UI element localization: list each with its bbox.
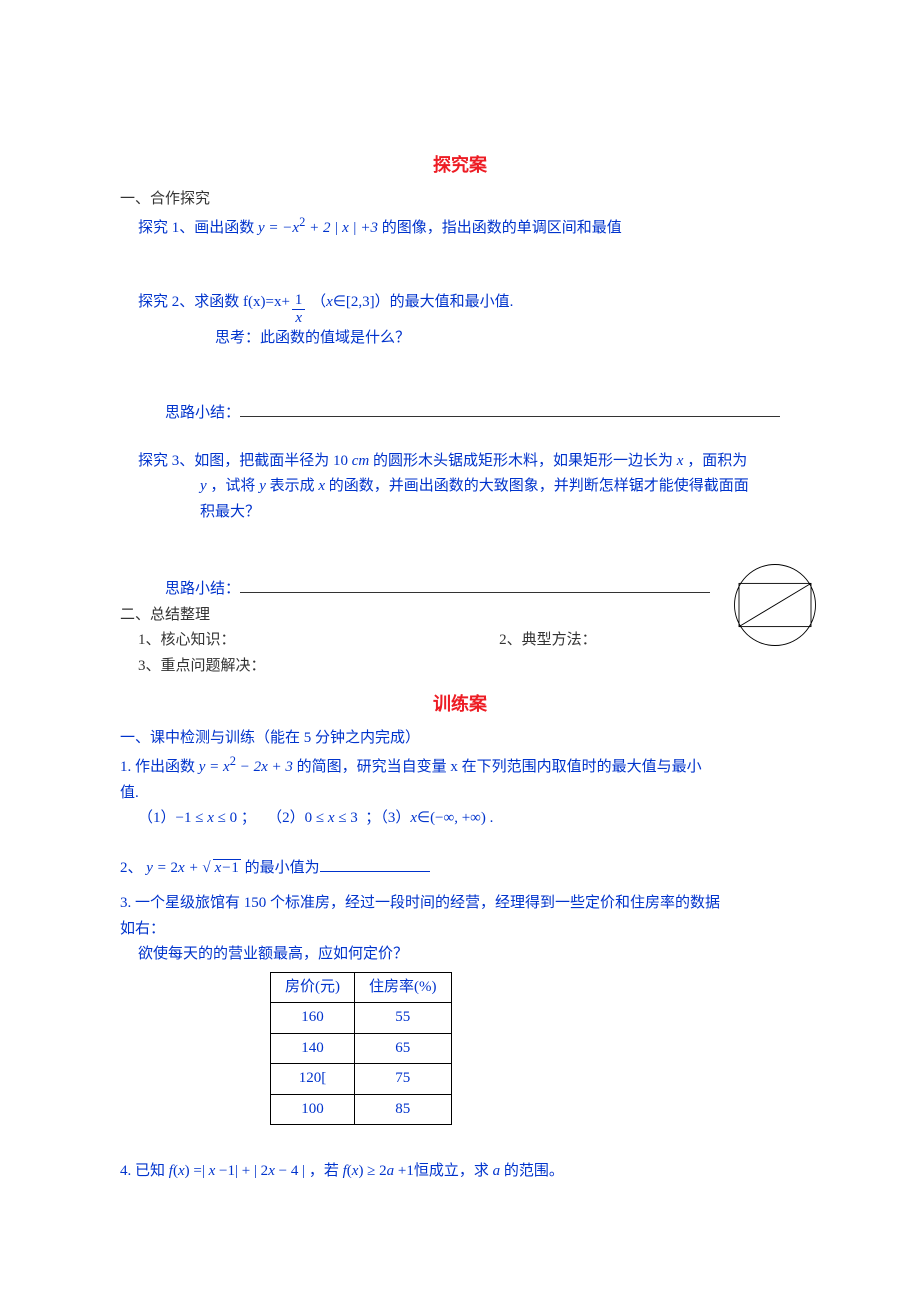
section-a-title: 探究案 bbox=[120, 150, 800, 181]
frac-den: x bbox=[292, 310, 306, 326]
q1-b: 0 ≤ x ≤ 3 bbox=[305, 810, 358, 826]
cell: 75 bbox=[355, 1064, 452, 1095]
q2: 2、 y = 2x + √x−1 的最小值为 bbox=[120, 856, 800, 882]
p3-line1: 探究 3、如图，把截面半径为 10 cm 的圆形木头锯成矩形木料，如果矩形一边长… bbox=[138, 449, 800, 475]
p1-prefix: 探究 1、画出函数 bbox=[138, 220, 258, 236]
q1-parts: （1）−1 ≤ x ≤ 0 ； （2）0 ≤ x ≤ 3 ；（3）x∈(−∞, … bbox=[120, 806, 800, 832]
q4: 4. 已知 f(x) =| x −1| + | 2x − 4 | ，若 f(x)… bbox=[120, 1159, 800, 1185]
p2-domain-in: ∈[2,3] bbox=[333, 294, 375, 310]
q1-a: −1 ≤ x ≤ 0 bbox=[176, 810, 238, 826]
cell: 100 bbox=[271, 1094, 355, 1125]
cell: 140 bbox=[271, 1033, 355, 1064]
p2-domain: x bbox=[326, 294, 333, 310]
table-row: 160 55 bbox=[271, 1003, 452, 1034]
q1-c-label: （3） bbox=[380, 810, 410, 826]
p2-domain-suffix: ）的最大值和最小值. bbox=[375, 294, 514, 310]
cell: 120[ bbox=[271, 1064, 355, 1095]
q3-line3: 欲使每天的的营业额最高，应如何定价？ bbox=[120, 942, 800, 968]
cell: 65 bbox=[355, 1033, 452, 1064]
q4-prefix: 4. 已知 bbox=[120, 1163, 169, 1179]
p3-summary-label: 思路小结： bbox=[165, 581, 240, 597]
p3-summary: 思路小结： bbox=[120, 577, 800, 603]
circle-rect-figure bbox=[730, 560, 820, 650]
section-b-title: 训练案 bbox=[120, 689, 800, 720]
problem-3: 探究 3、如图，把截面半径为 10 cm 的圆形木头锯成矩形木料，如果矩形一边长… bbox=[120, 449, 800, 526]
q1-suffix: 的简图，研究当自变量 x 在下列范围内取值时的最大值与最小 bbox=[293, 759, 702, 775]
summary-i1: 1、核心知识： bbox=[138, 628, 499, 654]
p2-summary-line bbox=[240, 416, 780, 417]
table-row: 100 85 bbox=[271, 1094, 452, 1125]
cell: 55 bbox=[355, 1003, 452, 1034]
frac-num: 1 bbox=[292, 293, 306, 310]
q1-a-label: （1） bbox=[138, 810, 176, 826]
p3-line3: 积最大？ bbox=[138, 500, 800, 526]
p2-thought: 思考：此函数的值域是什么？ bbox=[120, 326, 800, 352]
q1-formula: y = x2 − 2x + 3 bbox=[199, 759, 293, 775]
q4-suffix: 恒成立，求 a 的范围。 bbox=[414, 1163, 564, 1179]
q1: 1. 作出函数 y = x2 − 2x + 3 的简图，研究当自变量 x 在下列… bbox=[120, 751, 800, 781]
table-row: 140 65 bbox=[271, 1033, 452, 1064]
p1-formula: y = −x2 + 2 | x | +3 bbox=[258, 220, 378, 236]
p2-domain-prefix: （ bbox=[311, 294, 326, 310]
q2-label: 2、 bbox=[120, 860, 143, 876]
summary-items-row1: 1、核心知识： 2、典型方法： bbox=[120, 628, 800, 654]
q2-suffix: 的最小值为 bbox=[245, 860, 320, 876]
sqrt-tick: √ bbox=[202, 860, 210, 876]
p2-fraction: 1x bbox=[292, 293, 306, 326]
q2-sqrt: x−1 bbox=[211, 856, 241, 882]
section-a-head2: 二、总结整理 bbox=[120, 603, 800, 629]
cell: 160 bbox=[271, 1003, 355, 1034]
q1-c: x bbox=[410, 810, 417, 826]
section-a-head1: 一、合作探究 bbox=[120, 187, 800, 213]
p3-line2: y ，试将 y 表示成 x 的函数，并画出函数的大致图象，并判断怎样锯才能使得截… bbox=[138, 474, 800, 500]
p2-prefix: 探究 2、求函数 f(x)=x+ bbox=[138, 294, 290, 310]
p2-summary: 思路小结： bbox=[120, 401, 800, 427]
q2-formula: y = 2x + bbox=[146, 860, 202, 876]
p2-summary-label: 思路小结： bbox=[165, 405, 240, 421]
figure-diagonal bbox=[739, 583, 811, 626]
p3-summary-line bbox=[240, 592, 710, 593]
problem-2: 探究 2、求函数 f(x)=x+1x （x∈[2,3]）的最大值和最小值. bbox=[120, 290, 800, 326]
p1-suffix: 的图像，指出函数的单调区间和最值 bbox=[378, 220, 622, 236]
q3-line2: 如右： bbox=[120, 917, 800, 943]
q2-blank bbox=[320, 871, 430, 872]
section-b-head1: 一、课中检测与训练（能在 5 分钟之内完成） bbox=[120, 726, 800, 752]
col-price: 房价(元) bbox=[271, 972, 355, 1003]
q1-line2: 值. bbox=[120, 781, 800, 807]
col-rate: 住房率(%) bbox=[355, 972, 452, 1003]
q4-cond: (x) ≥ 2a +1 bbox=[347, 1163, 414, 1179]
q3-line1: 3. 一个星级旅馆有 150 个标准房，经过一段时间的经营，经理得到一些定价和住… bbox=[120, 891, 800, 917]
p3-line1-pre: 探究 3、如图，把截面半径为 10 cm 的圆形木头锯成矩形木料，如果矩形一边长… bbox=[138, 453, 747, 469]
summary-i3: 3、重点问题解决： bbox=[120, 654, 800, 680]
cell: 85 bbox=[355, 1094, 452, 1125]
q1-prefix: 1. 作出函数 bbox=[120, 759, 199, 775]
table-header-row: 房价(元) 住房率(%) bbox=[271, 972, 452, 1003]
pricing-table: 房价(元) 住房率(%) 160 55 140 65 120[ 75 100 8… bbox=[270, 972, 452, 1126]
q4-mid: ，若 bbox=[305, 1163, 343, 1179]
table-row: 120[ 75 bbox=[271, 1064, 452, 1095]
q1-c2: ∈(−∞, +∞) bbox=[417, 810, 486, 826]
problem-1: 探究 1、画出函数 y = −x2 + 2 | x | +3 的图像，指出函数的… bbox=[120, 212, 800, 242]
q4-fdef2: (x) =| x −1| + | 2x − 4 | bbox=[173, 1163, 305, 1179]
q1-b-label: （2） bbox=[267, 810, 305, 826]
